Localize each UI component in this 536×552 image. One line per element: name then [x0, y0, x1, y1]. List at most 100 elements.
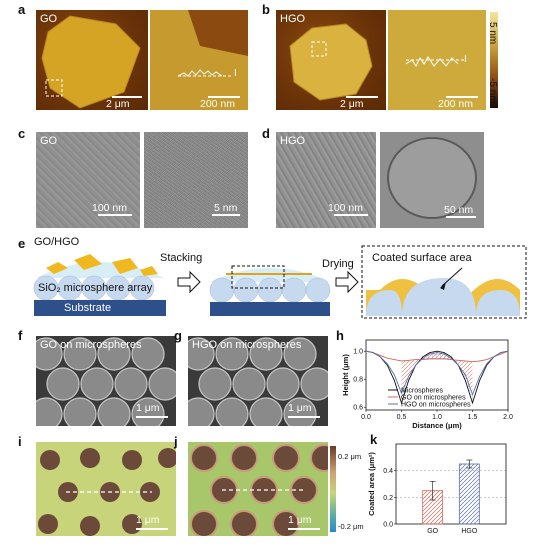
- hrtem-image-go: 5 nm: [144, 132, 248, 228]
- panel-letter-k: k: [370, 432, 378, 447]
- x-tick-label: HGO: [461, 528, 478, 535]
- legend-label-2: HGO on microspheres: [401, 401, 471, 408]
- hgo-zoom-surface: [405, 56, 464, 67]
- x-tick-label: 1.0: [432, 414, 442, 421]
- panel-letter-d: d: [262, 126, 270, 141]
- profile-marker: I: [234, 68, 237, 79]
- height-colorbar: [330, 446, 336, 532]
- label-substrate: Substrate: [64, 302, 112, 314]
- sphere-height-map: [190, 444, 328, 536]
- afm-colorbar: [490, 12, 498, 108]
- panel-letter-h: h: [336, 328, 344, 343]
- scalebar-label: 200 nm: [200, 98, 236, 110]
- scalebar: [346, 96, 378, 98]
- label-stacking: Stacking: [160, 252, 203, 264]
- scalebar-label: 2 μm: [106, 98, 130, 110]
- schematic-e: [33, 245, 527, 319]
- colorbar-bottom-label: -0.2 μm: [338, 522, 364, 531]
- scalebar: [136, 528, 168, 530]
- x-tick-label: 1.5: [468, 414, 478, 421]
- y-axis-title: Height (μm): [341, 354, 350, 396]
- tem-image-hgo: HGO 100 nm: [276, 132, 376, 228]
- label-hgo: HGO: [280, 13, 306, 25]
- label-go-hgo: GO/HGO: [34, 236, 80, 248]
- y-tick-label: 0.2: [383, 495, 393, 502]
- panel-letter-i: i: [18, 434, 22, 449]
- scalebar: [288, 528, 320, 530]
- label-coated-surface-area: Coated surface area: [372, 252, 472, 264]
- panel-letter-e: e: [18, 236, 26, 251]
- scalebar-label: 1 μm: [136, 514, 160, 526]
- afm-image-go-large: GO 2 μm: [36, 10, 148, 110]
- go-flake: [41, 15, 141, 109]
- panel-letter-b: b: [262, 2, 270, 17]
- plot-frame: [395, 443, 507, 525]
- y-axis-title: Coated area (μm²): [367, 452, 376, 516]
- scalebar: [136, 416, 168, 418]
- series-line-1: [365, 350, 509, 363]
- scalebar: [446, 216, 476, 218]
- scalebar-label: 200 nm: [438, 98, 474, 110]
- colorbar-top-label: 0.2 μm: [338, 452, 362, 461]
- colorbar-top-label: 5 nm: [487, 22, 498, 45]
- x-tick-label: 2.0: [503, 414, 513, 421]
- series-line-2: [365, 350, 509, 396]
- hole-outline: [387, 137, 477, 219]
- label-drying: Drying: [322, 258, 354, 270]
- sem-image-go: GO on microspheres 1 μm: [36, 336, 176, 426]
- colorbar-bottom-label: -5 nm: [487, 78, 498, 104]
- y-tick-label: 0.8: [353, 377, 363, 384]
- panel-letter-f: f: [18, 328, 23, 343]
- panel-letter-a: a: [18, 2, 26, 17]
- scalebar: [446, 96, 478, 98]
- scalebar-label: 1 μm: [288, 402, 312, 414]
- legend-label-1: GO on microspheres: [401, 394, 466, 401]
- tem-image-go: GO 100 nm: [36, 132, 140, 228]
- y-tick-label: 1.0: [353, 349, 363, 356]
- legend-label-0: Microspheres: [401, 387, 444, 394]
- scalebar-label: 5 nm: [214, 202, 238, 214]
- sem-image-hgo: HGO on microspheres 1 μm: [188, 336, 328, 426]
- label-microsphere-array: SiO₂ microsphere array: [38, 282, 153, 294]
- afm-height-map-go: 1 μm: [36, 442, 176, 536]
- coated-area-bar-chart: 0.0 0.2 0.4 Coated area (μm²) GO HGO: [367, 443, 507, 535]
- y-tick-label: 0.0: [383, 522, 393, 529]
- microsphere-grid: [36, 337, 176, 426]
- label-go: GO: [40, 13, 58, 25]
- scalebar: [208, 96, 240, 98]
- afm-image-go-zoom: I 200 nm: [150, 10, 248, 110]
- scalebar: [112, 96, 142, 98]
- microsphere-grid: [188, 337, 328, 426]
- scalebar-label: 1 μm: [288, 514, 312, 526]
- x-axis-title: Distance (μm): [412, 421, 462, 430]
- series-line-0: [365, 350, 509, 405]
- scalebar: [334, 214, 368, 216]
- afm-image-hgo-large: HGO 2 μm: [276, 10, 386, 110]
- panel-letter-c: c: [18, 126, 26, 141]
- label-go-on-microspheres: GO on microspheres: [40, 339, 142, 351]
- tem-image-hgo-zoom: 50 nm: [380, 132, 484, 228]
- x-tick-label: 0.0: [361, 414, 371, 421]
- scalebar-label: 100 nm: [92, 202, 128, 214]
- y-tick-label: 0.6: [353, 405, 363, 412]
- panel-letter-j: j: [174, 434, 178, 449]
- scalebar-label: 2 μm: [340, 98, 364, 110]
- afm-height-map-hgo: 1 μm: [188, 442, 328, 536]
- label-go: GO: [40, 135, 58, 147]
- profile-marker: I: [464, 54, 467, 65]
- label-hgo: HGO: [280, 135, 306, 147]
- y-tick-label: 0.4: [383, 468, 393, 475]
- scalebar: [98, 214, 132, 216]
- hgo-flake: [289, 23, 373, 101]
- x-tick-label: 0.5: [397, 414, 407, 421]
- scalebar: [212, 214, 240, 216]
- label-hgo-on-microspheres: HGO on microspheres: [192, 339, 302, 351]
- scalebar-label: 50 nm: [444, 204, 474, 216]
- bar-HGO: [458, 463, 480, 525]
- x-tick-label: GO: [427, 528, 438, 535]
- scalebar: [288, 416, 320, 418]
- scalebar-label: 1 μm: [136, 402, 160, 414]
- go-zoom-surface: [150, 10, 248, 77]
- afm-image-hgo-zoom: I 200 nm: [388, 10, 486, 110]
